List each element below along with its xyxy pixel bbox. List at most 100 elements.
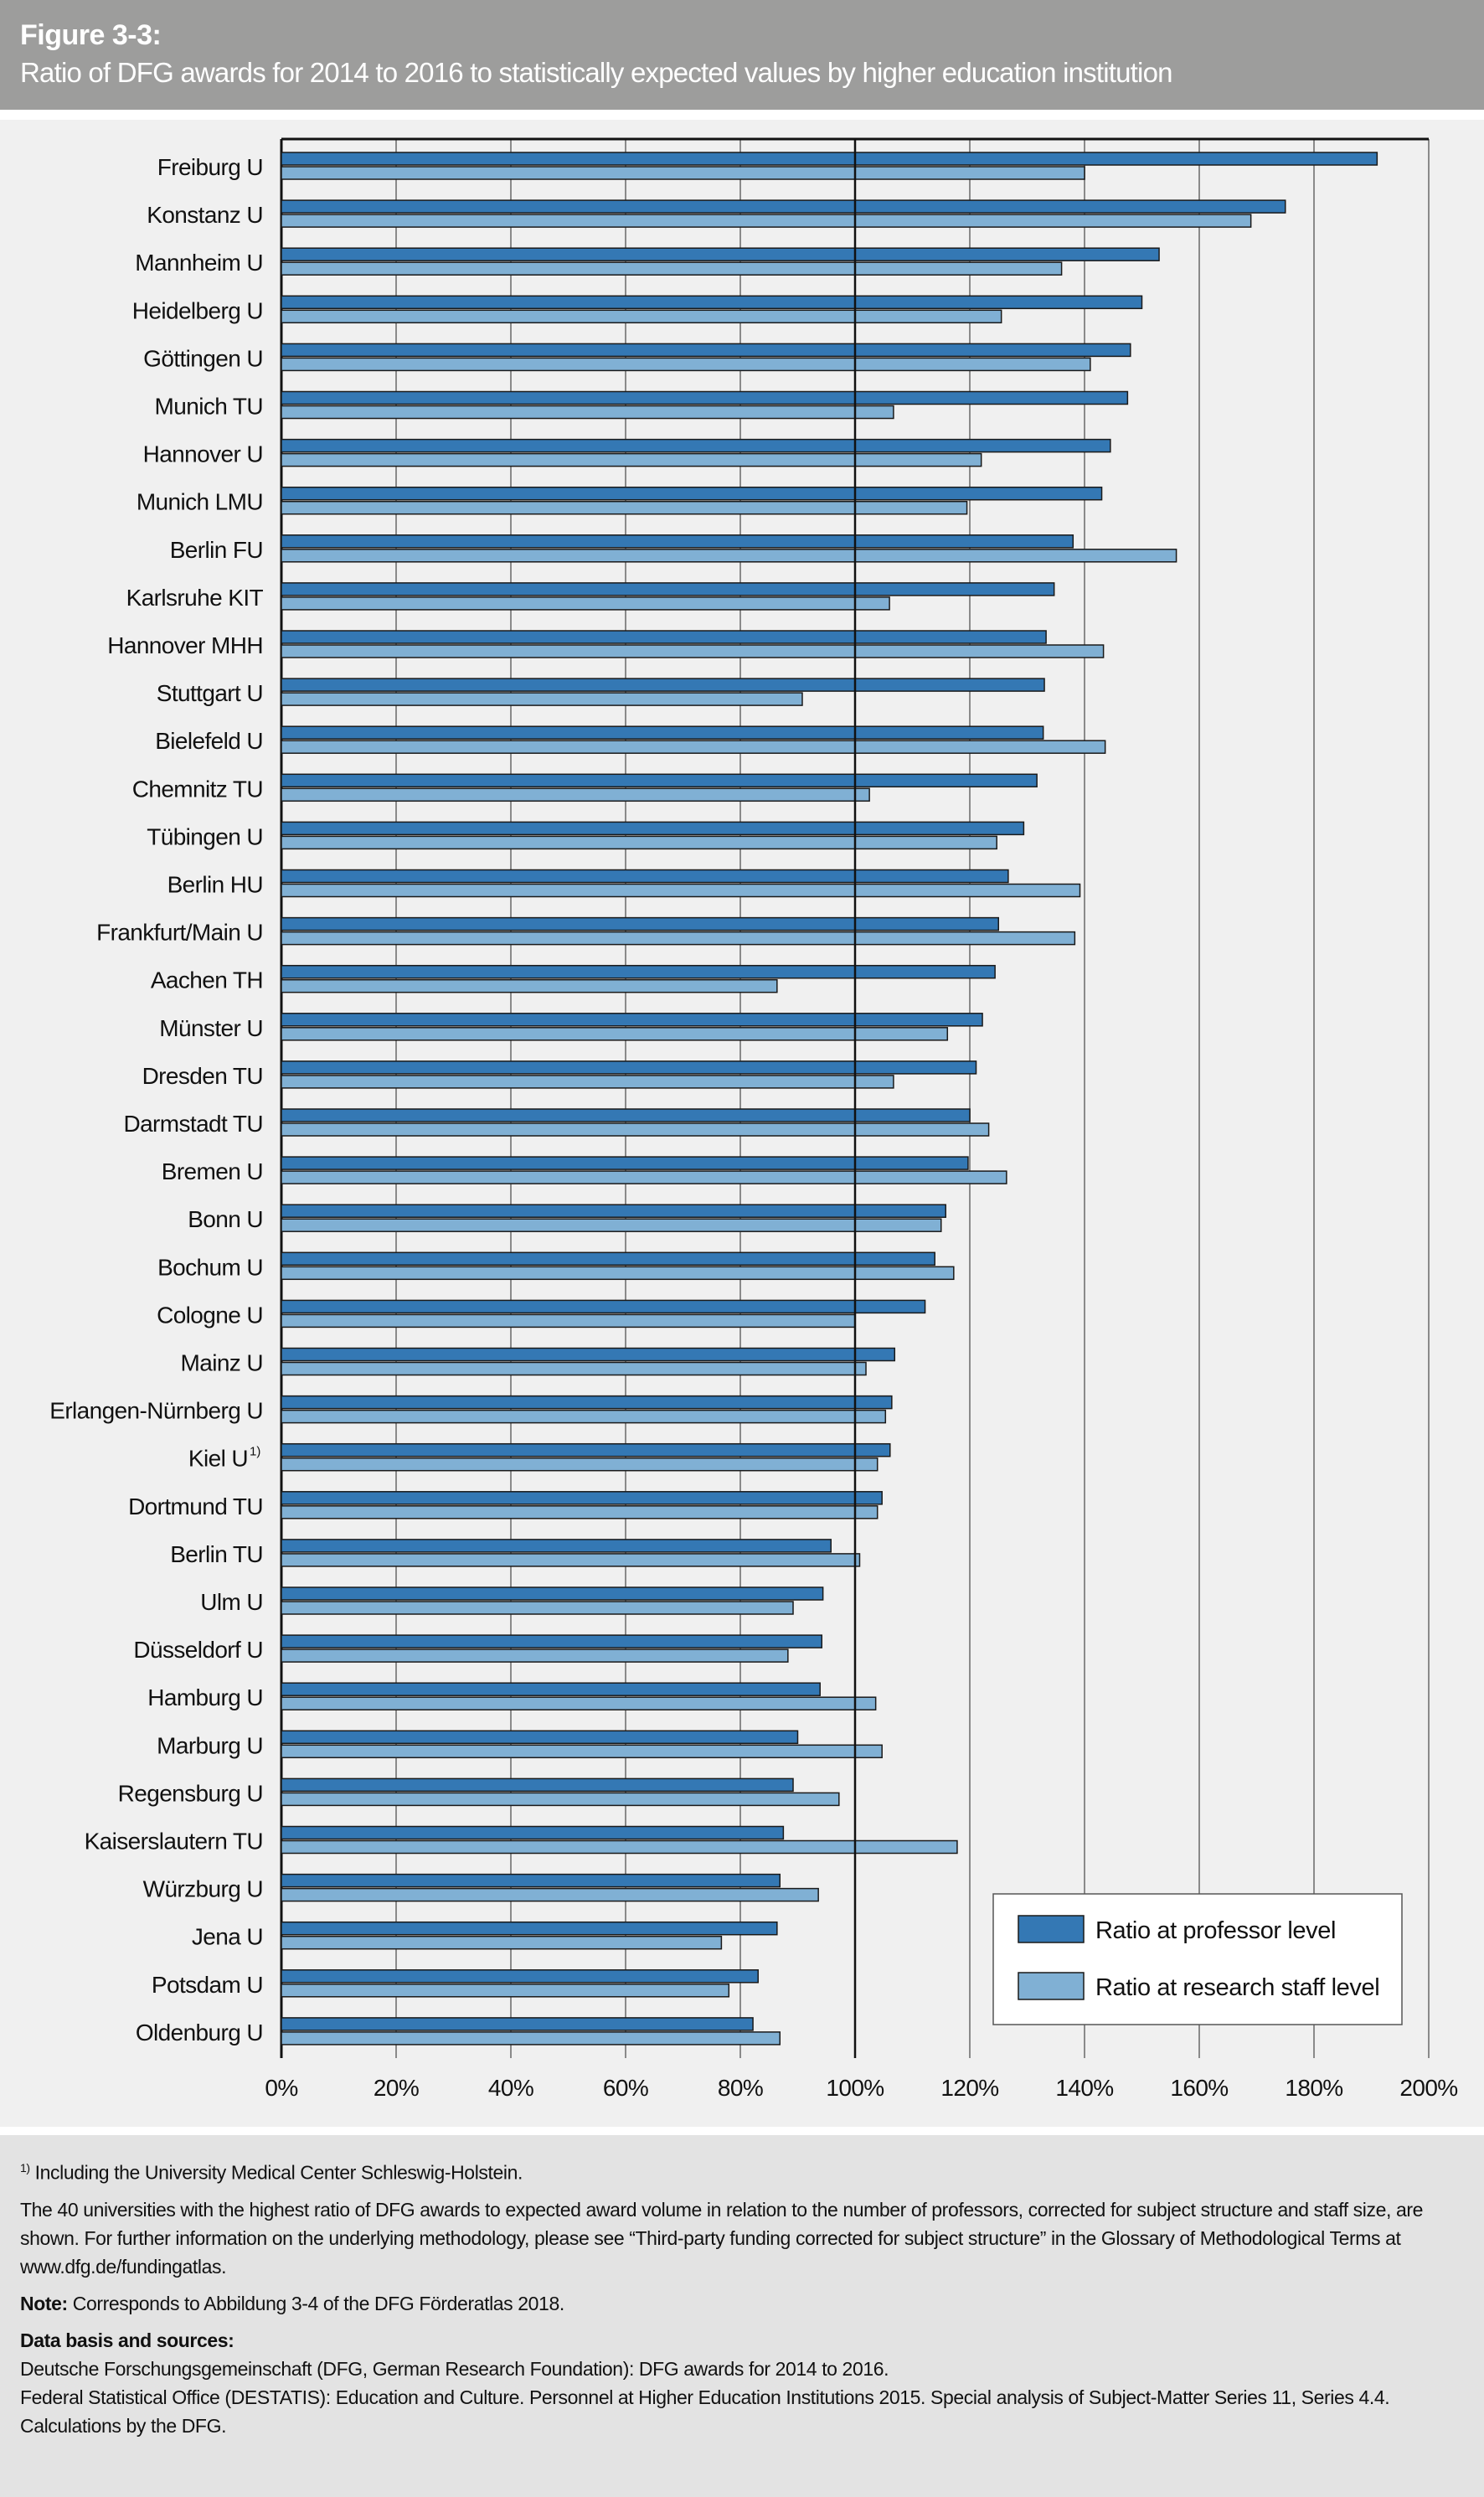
category-label: Jena U [192,1924,263,1950]
bar-professor [281,152,1378,166]
bar-staff [281,2031,781,2046]
bar-staff [281,452,982,467]
figure-header: Figure 3-3: Ratio of DFG awards for 2014… [0,0,1484,110]
bar-staff [281,1218,942,1232]
bar-staff [281,931,1076,946]
bar-professor [281,1873,781,1888]
bar-professor [281,1969,759,1984]
bar-professor [281,964,996,979]
category-label: Munich LMU [137,489,263,515]
bar-professor [281,2017,754,2031]
category-label: Marburg U [157,1732,263,1758]
bar-professor [281,1156,969,1170]
sources: Data basis and sources: Deutsche Forschu… [20,2326,1464,2440]
bar-staff [281,405,894,420]
bar-professor [281,1395,893,1410]
bar-professor [281,1682,821,1696]
category-label: Berlin HU [167,872,263,898]
bar-professor [281,1730,799,1745]
bar-professor [281,1251,935,1267]
category-label: Bremen U [162,1158,263,1184]
bar-staff [281,1361,867,1376]
x-tick-label: 100% [826,2075,884,2101]
bar-staff [281,787,870,802]
category-label: Konstanz U [147,202,263,228]
category-label: Erlangen-Nürnberg U [49,1398,263,1424]
bar-professor [281,1204,946,1218]
category-label: Münster U [159,1015,263,1041]
category-label: Cologne U [157,1302,263,1328]
chart-footer: 1) Including the University Medical Cent… [0,2135,1484,2497]
bar-professor [281,343,1131,358]
bar-staff [281,740,1106,754]
bar-professor [281,1539,832,1553]
bar-staff [281,883,1081,898]
x-tick-label: 0% [265,2075,297,2101]
category-label: Berlin TU [170,1541,263,1567]
bar-professor [281,725,1044,740]
legend-label: Ratio at research staff level [1095,1974,1379,2001]
bar-staff [281,1409,887,1424]
bar-professor [281,1442,891,1457]
bar-professor [281,295,1143,310]
bar-professor [281,1634,823,1648]
bar-staff [281,1075,894,1089]
note: Note: Corresponds to Abbildung 3-4 of th… [20,2292,564,2314]
category-label: Frankfurt/Main U [96,920,263,946]
bar-staff [281,214,1252,228]
x-tick-label: 80% [718,2075,763,2101]
bar-staff [281,835,997,850]
bar-professor [281,678,1045,692]
bar-staff [281,1744,883,1759]
bar-professor [281,438,1111,453]
category-label: Würzburg U [143,1876,263,1902]
bar-staff [281,1553,861,1567]
category-label: Karlsruhe KIT [126,585,264,611]
category-label: Bonn U [188,1206,263,1232]
source-line: Deutsche Forschungsgemeinschaft (DFG, Ge… [20,2357,889,2380]
bar-professor [281,821,1025,836]
bar-staff [281,1457,879,1472]
bar-professor [281,1299,926,1314]
bar-professor [281,1108,971,1122]
category-label: Dortmund TU [128,1494,263,1519]
bar-professor [281,869,1009,884]
category-label: Göttingen U [143,345,263,371]
bar-staff [281,1170,1007,1184]
footnote-marker: 1) [250,1445,260,1459]
bar-staff [281,549,1177,563]
bar-professor [281,916,999,931]
category-label: Oldenburg U [136,2020,263,2046]
bar-professor [281,534,1074,549]
bar-staff [281,644,1105,658]
category-label: Tübingen U [147,823,263,849]
category-label: Bielefeld U [155,728,263,754]
x-tick-label: 120% [940,2075,998,2101]
bar-professor [281,1825,785,1840]
category-label: Mainz U [181,1350,264,1376]
source-line: Calculations by the DFG. [20,2414,227,2437]
category-label: Potsdam U [152,1972,263,1998]
bar-professor [281,1060,977,1075]
bar-professor [281,773,1038,788]
bar-staff [281,1122,990,1137]
category-label: Aachen TH [151,967,263,993]
figure-number: Figure 3-3: [20,19,162,51]
x-tick-label: 180% [1285,2075,1342,2101]
x-tick-label: 200% [1399,2075,1457,2101]
bar-professor [281,1491,883,1505]
category-label: Regensburg U [118,1780,263,1806]
category-label: Hannover MHH [107,632,263,658]
legend-swatch-professor [1018,1915,1085,1943]
bar-staff [281,1027,949,1041]
bar-staff [281,1839,958,1855]
bar-professor [281,630,1047,644]
category-label: Ulm U [200,1589,263,1615]
x-tick-label: 140% [1055,2075,1113,2101]
bar-professor [281,1921,778,1936]
bar-staff [281,1266,955,1281]
category-label: Mannheim U [135,250,263,276]
bar-staff [281,1648,789,1663]
bar-staff [281,1313,856,1328]
